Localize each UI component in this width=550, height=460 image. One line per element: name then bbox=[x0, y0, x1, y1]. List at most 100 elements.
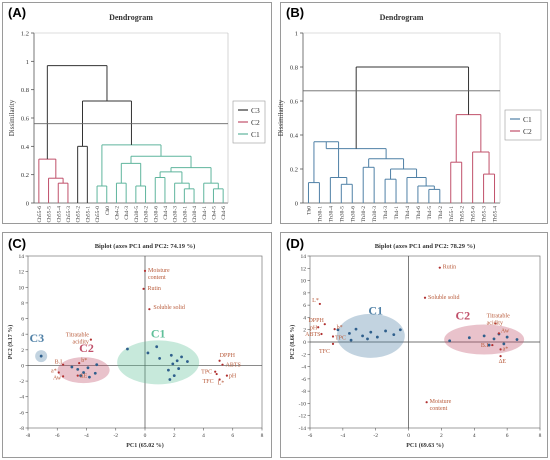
legend-box bbox=[504, 109, 542, 141]
variable-label: a* bbox=[51, 368, 57, 374]
cluster-label: C2 bbox=[79, 341, 94, 355]
observation-point bbox=[95, 363, 99, 367]
observation-point bbox=[398, 328, 402, 332]
leaf-label: Ch30-2 bbox=[144, 206, 150, 223]
x-tick-label: 0 bbox=[407, 433, 410, 439]
y-tick-label: 0.8 bbox=[21, 87, 29, 94]
variable-point bbox=[218, 359, 221, 362]
x-tick-label: 6 bbox=[231, 433, 234, 439]
variable-label: Moisture content bbox=[148, 268, 170, 281]
observation-point bbox=[39, 354, 43, 358]
variable-point bbox=[218, 378, 221, 381]
variable-point bbox=[494, 322, 497, 325]
leaf-label: Ch55-4 bbox=[56, 206, 62, 223]
leaf-label: Ch4-2 bbox=[114, 206, 120, 220]
leaf-label: Th55-6 bbox=[471, 206, 477, 222]
observation-point bbox=[146, 351, 150, 355]
observation-point bbox=[70, 365, 74, 369]
y-tick-label: 0 bbox=[21, 363, 24, 369]
panel-c bbox=[2, 232, 272, 458]
y-tick-label: -10 bbox=[299, 401, 307, 407]
y-tick-label: 1 bbox=[295, 31, 298, 38]
leaf-label: Ch0 bbox=[105, 206, 111, 215]
y-tick-label: 12 bbox=[301, 266, 307, 272]
variable-label: Titratable acidity bbox=[66, 333, 89, 346]
y-tick-label: 0 bbox=[26, 201, 29, 208]
variable-label: Aw bbox=[53, 375, 62, 381]
variable-point bbox=[499, 355, 502, 358]
variable-label: Rutin bbox=[443, 265, 456, 271]
observation-point bbox=[76, 367, 80, 371]
leaf-label: Th55-1 bbox=[449, 206, 455, 222]
variable-point bbox=[62, 375, 65, 378]
x-tick-label: -6 bbox=[55, 433, 60, 439]
observation-point bbox=[177, 367, 181, 370]
legend-label: C2 bbox=[251, 118, 260, 127]
variable-label: Soluble solid bbox=[153, 305, 185, 311]
variable-label: DPPH bbox=[308, 318, 324, 324]
y-tick-label: -2 bbox=[19, 379, 24, 385]
leaf-label: Th55-2 bbox=[460, 206, 466, 222]
cluster-ellipse bbox=[336, 313, 405, 358]
variable-label: a* bbox=[503, 346, 509, 352]
variable-label: pH bbox=[310, 325, 318, 331]
y-tick-label: 0.2 bbox=[21, 172, 29, 179]
leaf-label: Th30-6 bbox=[350, 206, 356, 222]
y-tick-label: 0.4 bbox=[21, 144, 30, 151]
y-tick-label: -4 bbox=[19, 395, 24, 401]
observation-point bbox=[354, 327, 358, 331]
variable-label: Rutin bbox=[148, 286, 161, 292]
observation-point bbox=[82, 371, 85, 374]
y-tick-label: -12 bbox=[299, 414, 307, 420]
panel-label-d: (D) bbox=[286, 236, 305, 251]
y-axis-label: PC2 (8.66 %) bbox=[289, 325, 296, 360]
observation-point bbox=[492, 337, 496, 341]
variable-point bbox=[215, 372, 218, 376]
x-tick-label: -2 bbox=[113, 433, 118, 439]
observation-point bbox=[175, 359, 179, 363]
x-tick-label: -8 bbox=[26, 433, 31, 439]
observation-point bbox=[186, 360, 189, 363]
observation-point bbox=[348, 332, 351, 335]
x-tick-label: 8 bbox=[261, 433, 264, 439]
leaf-label: Th30-3 bbox=[372, 206, 378, 222]
variable-label: L* bbox=[218, 381, 225, 387]
leaf-label: Th4-2 bbox=[438, 206, 444, 220]
variable-label: Soluble solid bbox=[428, 295, 460, 301]
y-tick-label: 4 bbox=[21, 332, 24, 338]
legend-label: C1 bbox=[523, 115, 532, 124]
x-tick-label: 4 bbox=[202, 433, 205, 439]
leaf-label: Ch4-3 bbox=[124, 206, 130, 220]
leaf-label: Ch4-4 bbox=[163, 206, 169, 220]
y-tick-label: -2 bbox=[301, 352, 306, 358]
variable-point bbox=[142, 287, 145, 290]
y-tick-label: 2 bbox=[303, 328, 306, 334]
observation-point bbox=[155, 345, 159, 349]
leaf-label: Ch30-1 bbox=[182, 206, 188, 223]
leaf-label: Ch4-1 bbox=[202, 206, 208, 220]
variable-point bbox=[438, 266, 441, 269]
variable-label: B.I bbox=[55, 360, 63, 366]
observation-point bbox=[168, 378, 172, 381]
variable-label: ABTS bbox=[226, 363, 241, 369]
variable-label: TPC bbox=[335, 335, 346, 341]
variable-label: Titratable acidity bbox=[487, 314, 510, 327]
observation-point bbox=[126, 347, 129, 351]
cluster-label: C1 bbox=[368, 303, 383, 317]
observation-point bbox=[180, 355, 183, 359]
y-tick-label: 10 bbox=[19, 285, 25, 291]
leaf-label: Ch30-3 bbox=[173, 206, 179, 223]
observation-point bbox=[515, 338, 519, 341]
variable-point bbox=[499, 348, 502, 351]
leaf-label: Ch30-5 bbox=[134, 206, 140, 223]
y-tick-label: 12 bbox=[19, 270, 25, 276]
variable-point bbox=[331, 335, 335, 338]
y-tick-label: 0.8 bbox=[290, 65, 298, 72]
legend-label: C2 bbox=[523, 127, 532, 136]
leaf-label: Ch30-4 bbox=[192, 206, 198, 223]
leaf-label: Th55-4 bbox=[493, 206, 499, 222]
y-tick-label: 0.6 bbox=[21, 116, 30, 123]
leaf-label: Ch55-6 bbox=[37, 206, 43, 223]
x-tick-label: -2 bbox=[373, 433, 378, 439]
